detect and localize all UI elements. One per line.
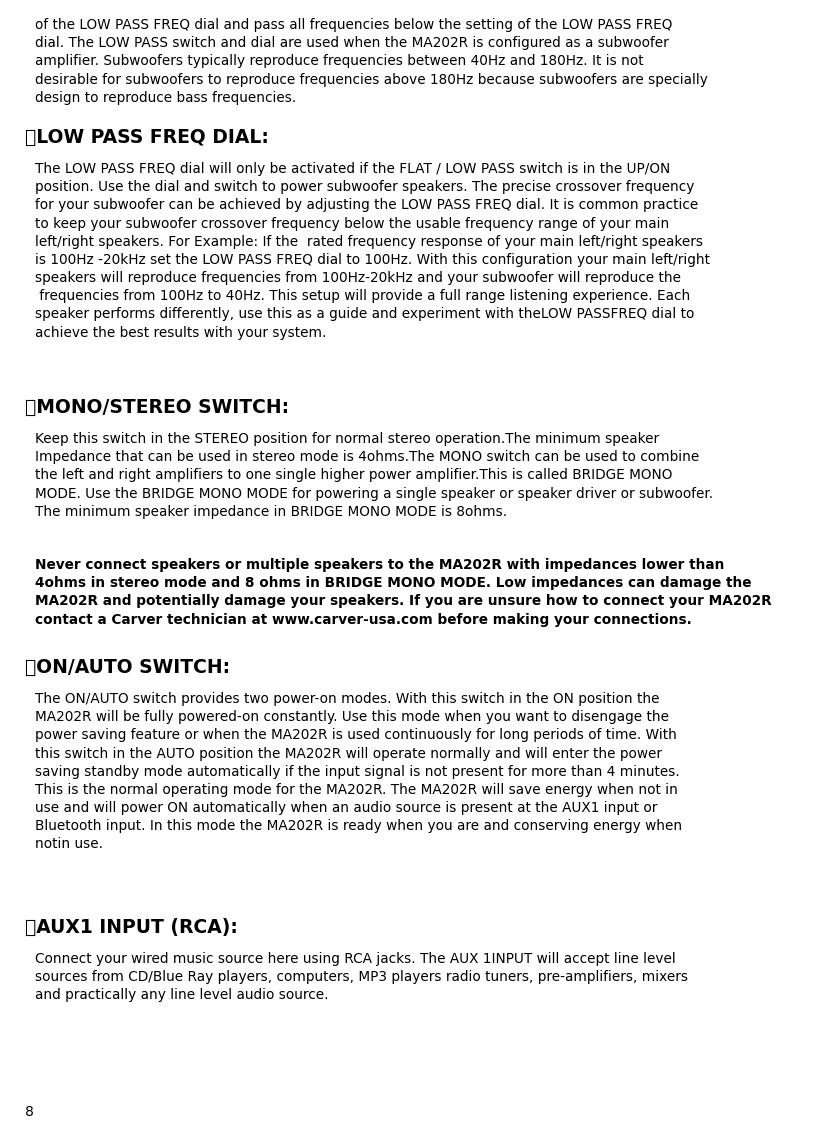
Text: ⓓLOW PASS FREQ DIAL:: ⓓLOW PASS FREQ DIAL: bbox=[25, 128, 269, 147]
Text: The ON/AUTO switch provides two power-on modes. With this switch in the ON posit: The ON/AUTO switch provides two power-on… bbox=[35, 692, 682, 852]
Text: ⓒAUX1 INPUT (RCA):: ⓒAUX1 INPUT (RCA): bbox=[25, 918, 238, 937]
Text: of the LOW PASS FREQ dial and pass all frequencies below the setting of the LOW : of the LOW PASS FREQ dial and pass all f… bbox=[35, 18, 708, 105]
Text: Never connect speakers or multiple speakers to the MA202R with impedances lower : Never connect speakers or multiple speak… bbox=[35, 558, 772, 626]
Text: Keep this switch in the STEREO position for normal stereo operation.The minimum : Keep this switch in the STEREO position … bbox=[35, 432, 713, 518]
Text: ⓒMONO/STEREO SWITCH:: ⓒMONO/STEREO SWITCH: bbox=[25, 398, 289, 417]
Text: 8: 8 bbox=[25, 1105, 34, 1119]
Text: ⓒON/AUTO SWITCH:: ⓒON/AUTO SWITCH: bbox=[25, 658, 230, 677]
Text: The LOW PASS FREQ dial will only be activated if the FLAT / LOW PASS switch is i: The LOW PASS FREQ dial will only be acti… bbox=[35, 161, 710, 340]
Text: Connect your wired music source here using RCA jacks. The AUX 1INPUT will accept: Connect your wired music source here usi… bbox=[35, 952, 688, 1003]
